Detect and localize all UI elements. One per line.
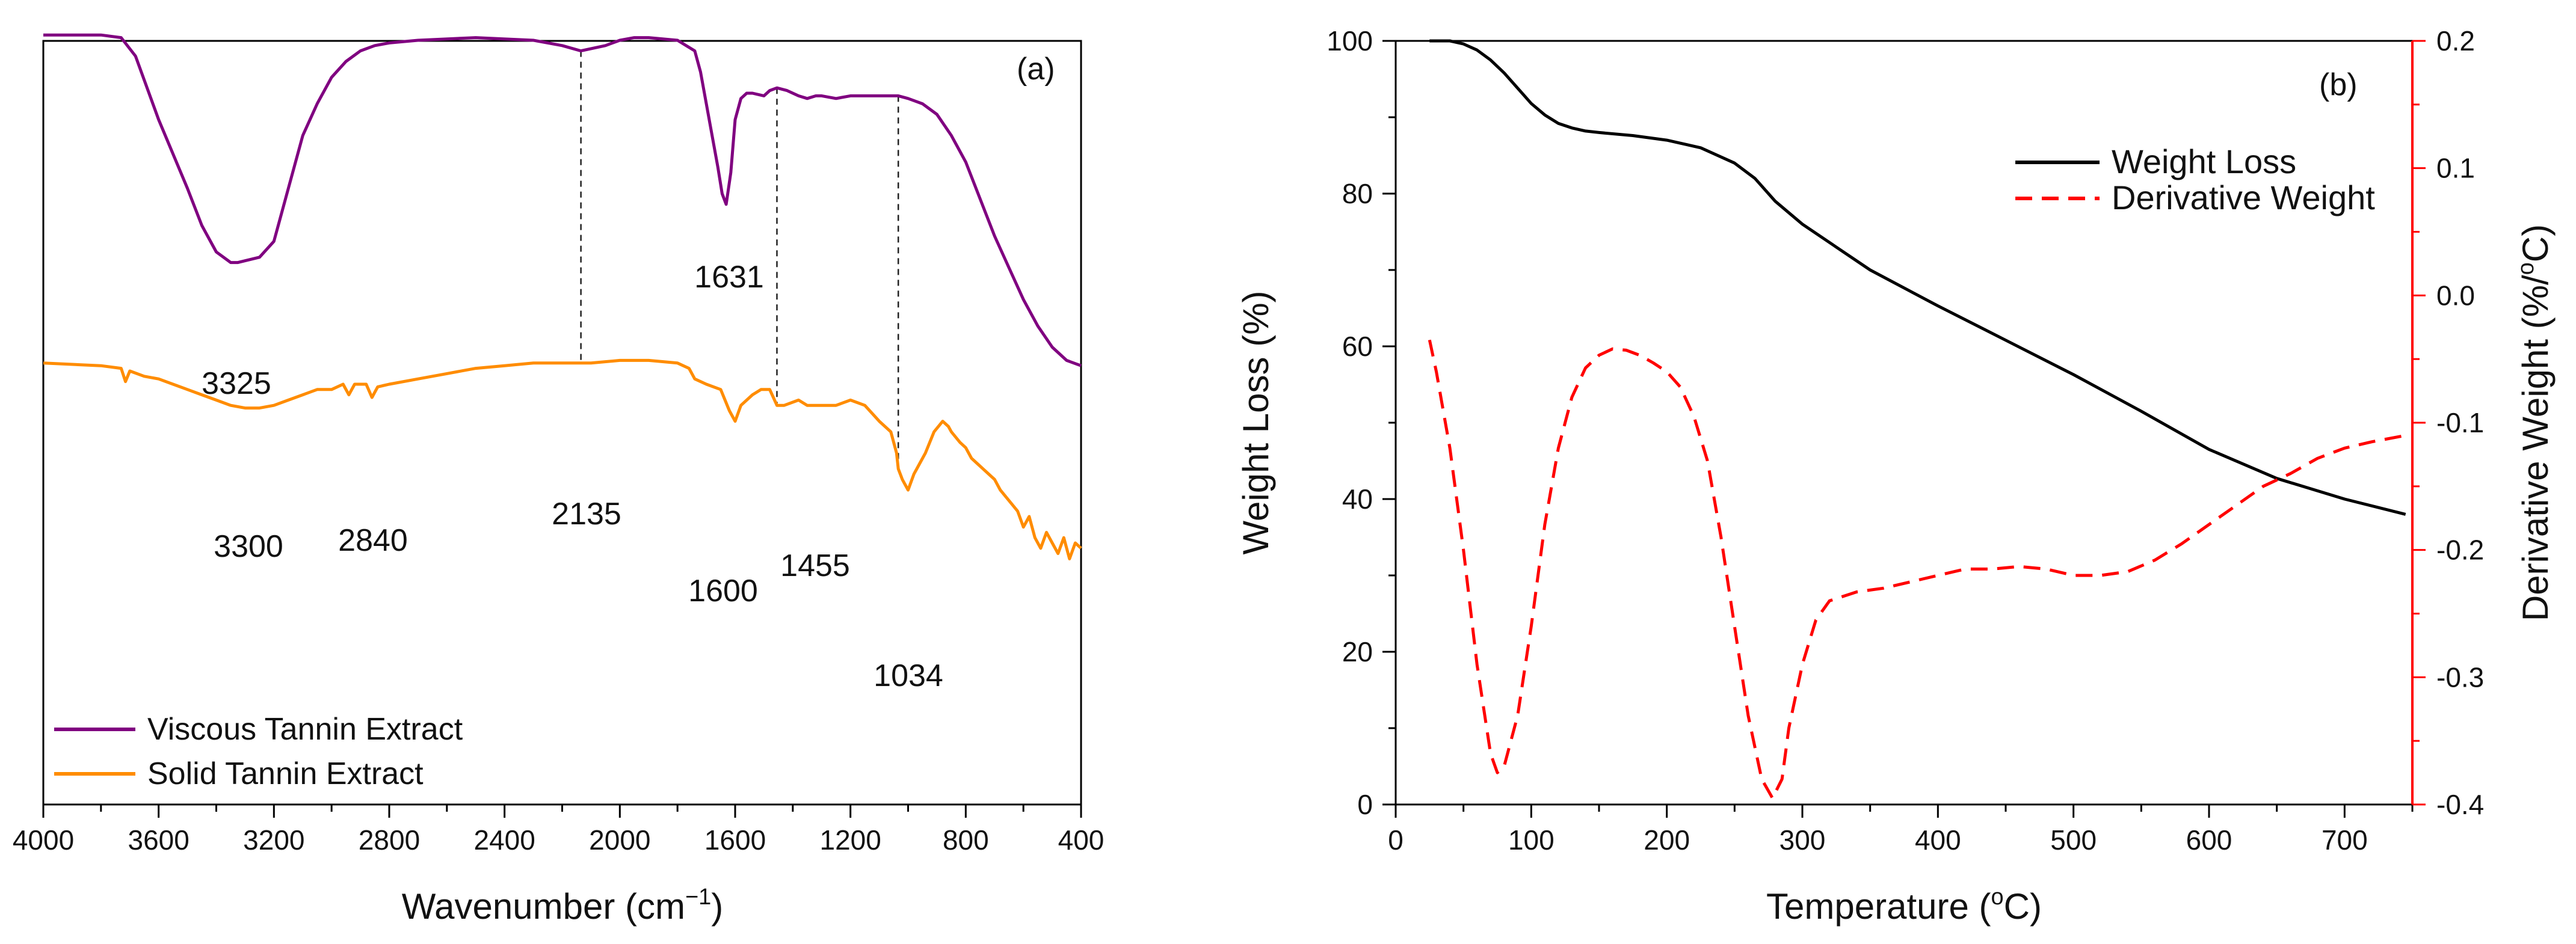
- y-tick-label: 60: [1342, 331, 1373, 362]
- x-tick-label: 2000: [589, 824, 650, 856]
- x-tick-label: 0: [1388, 824, 1404, 856]
- peak-label-1034: 1034: [874, 658, 943, 693]
- y-tick-label: 100: [1327, 25, 1373, 57]
- legend-label-derivative: Derivative Weight: [2112, 179, 2375, 216]
- series-line-viscous-tannin: [43, 33, 1082, 367]
- x-tick-label: 700: [2322, 824, 2368, 856]
- y-tick-label: 20: [1342, 636, 1373, 667]
- y2-tick-label: -0.3: [2436, 661, 2484, 693]
- x-tick-label: 2400: [473, 824, 535, 856]
- panel-b-x-axis-title: Temperature (oC): [1766, 884, 2042, 927]
- y2-tick-label: 0.0: [2436, 280, 2475, 311]
- panel-a-label: (a): [1017, 52, 1055, 87]
- y2-tick-label: -0.1: [2436, 407, 2484, 438]
- panel-a-reference-lines: [580, 51, 899, 469]
- peak-label-3300: 3300: [214, 529, 283, 564]
- x-tick-label: 3200: [243, 824, 304, 856]
- legend-label-weight-loss: Weight Loss: [2112, 143, 2296, 180]
- panel-a-series: [43, 33, 1082, 560]
- legend-label-solid: Solid Tannin Extract: [147, 756, 424, 791]
- x-tick-label: 300: [1779, 824, 1826, 856]
- panel-b-legend: Weight Loss Derivative Weight: [2015, 143, 2375, 216]
- x-tick-label: 1200: [819, 824, 881, 856]
- x-tick-label: 400: [1915, 824, 1961, 856]
- series-line-weight-loss: [1429, 39, 2406, 516]
- x-tick-label: 400: [1058, 824, 1105, 856]
- y-tick-label: 40: [1342, 483, 1373, 515]
- series-line-derivative-weight: [1428, 339, 2406, 800]
- panel-a-legend: Viscous Tannin Extract Solid Tannin Extr…: [54, 712, 463, 791]
- y2-tick-label: 0.1: [2436, 153, 2475, 184]
- x-tick-label: 1600: [704, 824, 766, 856]
- panel-b-series: [1428, 39, 2406, 800]
- y2-tick-label: 0.2: [2436, 25, 2475, 57]
- peak-label-1631: 1631: [694, 260, 764, 295]
- panel-a-peak-annotations: 3325 1631 3300 2840 2135 1600 1455 1034: [202, 260, 943, 693]
- x-tick-label: 4000: [13, 824, 74, 856]
- peak-label-2135: 2135: [552, 497, 621, 532]
- x-tick-label: 500: [2050, 824, 2097, 856]
- y-tick-label: 80: [1342, 178, 1373, 209]
- peak-label-1455: 1455: [780, 548, 850, 583]
- y2-tick-label: -0.4: [2436, 789, 2484, 820]
- x-tick-label: 3600: [128, 824, 189, 856]
- panel-a-ftir-chart: 4000 3600 3200 2800 2400 2000 1600 1200 800 400 3…: [13, 33, 1105, 927]
- panel-b-left-y-axis: 0 20 40 60 80 100: [1327, 25, 1396, 820]
- panel-b-tga-chart: 0 100 200 300 400 500 600 700 0 20 40 60 80 100 -0.4…: [1236, 25, 2556, 927]
- panel-b-y-axis-title: Weight Loss (%): [1236, 290, 1276, 554]
- panel-a-x-axis-title: Wavenumber (cm−1): [402, 884, 724, 927]
- panel-a-x-axis: 4000 3600 3200 2800 2400 2000 1600 1200 800 400: [13, 805, 1105, 856]
- x-tick-label: 2800: [359, 824, 420, 856]
- x-tick-label: 200: [1644, 824, 1690, 856]
- x-tick-label: 100: [1508, 824, 1555, 856]
- panel-b-y2-axis-title: Derivative Weight (%/oC): [2513, 224, 2556, 621]
- y-tick-label: 0: [1357, 789, 1373, 820]
- peak-label-3325: 3325: [202, 366, 271, 401]
- series-line-solid-tannin: [43, 358, 1082, 560]
- y2-tick-label: -0.2: [2436, 535, 2484, 566]
- x-tick-label: 800: [943, 824, 989, 856]
- peak-label-2840: 2840: [338, 523, 408, 558]
- panel-b-x-axis: 0 100 200 300 400 500 600 700: [1388, 805, 2414, 856]
- panel-b-label: (b): [2319, 67, 2358, 102]
- x-tick-label: 600: [2186, 824, 2232, 856]
- peak-label-1600: 1600: [688, 574, 758, 608]
- legend-label-viscous: Viscous Tannin Extract: [147, 712, 463, 747]
- panel-b-right-y-axis: -0.4 -0.3 -0.2 -0.1 0.0 0.1 0.2: [2412, 25, 2484, 820]
